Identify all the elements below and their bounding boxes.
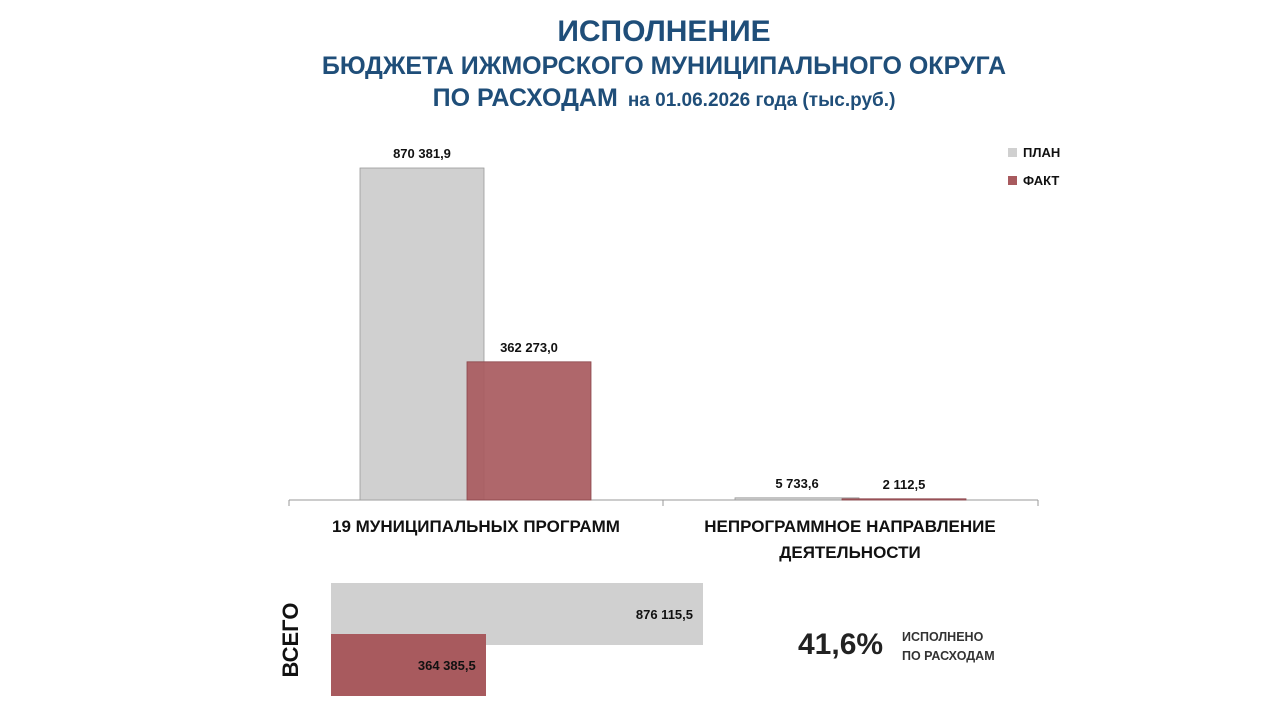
category-label-nonprogram: НЕПРОГРАММНОЕ НАПРАВЛЕНИЕ ДЕЯТЕЛЬНОСТИ — [704, 517, 996, 562]
chart-title: ИСПОЛНЕНИЕ БЮДЖЕТА ИЖМОРСКОГО МУНИЦИПАЛЬ… — [0, 14, 1280, 117]
legend-item-plan: ПЛАН — [1008, 138, 1060, 166]
execution-caption-line-2: ПО РАСХОДАМ — [902, 649, 995, 663]
legend-swatch-plan — [1008, 147, 1017, 157]
bar-plan-nonprogram — [734, 497, 860, 501]
total-plan-value: 876 115,5 — [635, 606, 693, 622]
legend-label-plan: ПЛАН — [1023, 144, 1061, 160]
bar-fact-nonprogram — [841, 498, 967, 501]
bar-plan-programs — [359, 167, 485, 501]
title-line-3: ПО РАСХОДАМ на 01.06.2026 года (тыс.руб.) — [0, 82, 1280, 117]
legend-label-fact: ФАКТ — [1023, 172, 1060, 188]
execution-caption: ИСПОЛНЕНО ПО РАСХОДАМ — [902, 628, 995, 666]
category-label-programs: 19 МУНИЦИПАЛЬНЫХ ПРОГРАММ — [332, 517, 620, 536]
legend: ПЛАН ФАКТ — [1008, 138, 1060, 194]
execution-caption-line-1: ИСПОЛНЕНО — [902, 630, 984, 644]
data-label-fact-programs: 362 273,0 — [500, 340, 558, 355]
total-bar-fact: 364 385,5 — [331, 634, 486, 696]
execution-percent: 41,6% — [798, 628, 884, 661]
title-line-1: ИСПОЛНЕНИЕ — [557, 15, 771, 48]
data-label-plan-nonprogram: 5 733,6 — [775, 476, 818, 491]
total-bar-plan: 876 115,5 — [331, 583, 703, 645]
title-line-3-sub: на 01.06.2026 года (тыс.руб.) — [627, 90, 896, 111]
legend-item-fact: ФАКТ — [1008, 166, 1060, 194]
total-fact-value: 364 385,5 — [417, 657, 476, 673]
title-line-2: БЮДЖЕТА ИЖМОРСКОГО МУНИЦИПАЛЬНОГО ОКРУГА — [321, 52, 1007, 80]
data-label-fact-nonprogram: 2 112,5 — [883, 477, 926, 492]
title-line-3-main: ПО РАСХОДАМ — [432, 84, 618, 112]
legend-swatch-fact — [1008, 175, 1017, 185]
bar-fact-programs — [466, 361, 592, 501]
total-label-text: ВСЕГО — [278, 602, 303, 678]
data-label-plan-programs: 870 381,9 — [393, 146, 451, 161]
